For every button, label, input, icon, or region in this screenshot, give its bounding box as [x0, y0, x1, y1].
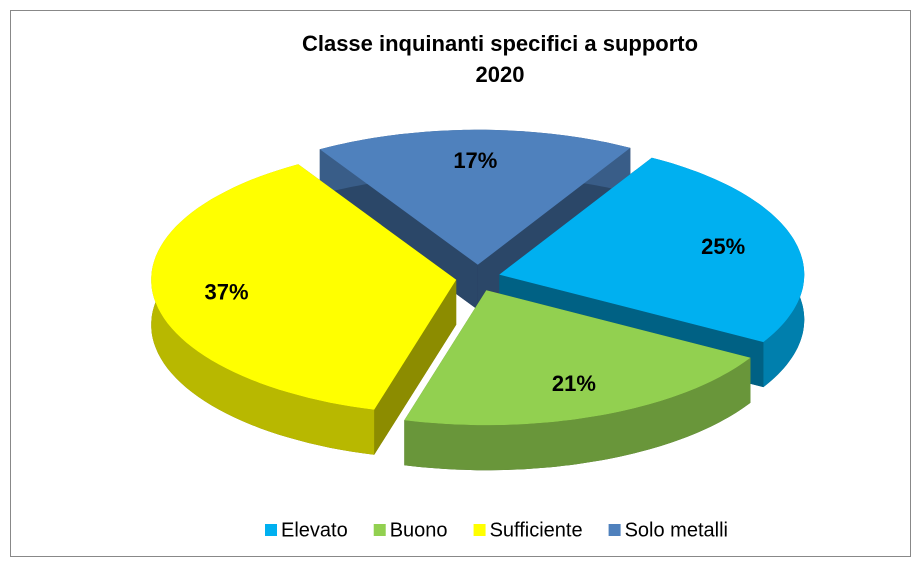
- data-label: 25%: [701, 234, 745, 259]
- legend-label: Solo metalli: [625, 519, 728, 541]
- data-label: 37%: [205, 280, 249, 305]
- legend-swatch: [373, 524, 386, 536]
- chart-subtitle: 2020: [476, 62, 525, 87]
- slice-top: [151, 164, 457, 410]
- data-label: 17%: [453, 148, 497, 173]
- data-label: 21%: [552, 371, 596, 396]
- legend-swatch: [608, 524, 621, 536]
- slice: [151, 164, 457, 455]
- legend-label: Elevato: [281, 519, 348, 541]
- slice-side: [374, 279, 457, 455]
- slice-wall: [404, 357, 751, 471]
- legend-swatch: [265, 524, 278, 536]
- legend-label: Sufficiente: [490, 519, 583, 541]
- legend-swatch: [473, 524, 486, 536]
- slice: [404, 290, 751, 471]
- slice-top: [499, 157, 805, 343]
- slice-top: [319, 129, 631, 265]
- slice-top: [404, 290, 751, 426]
- chart-title: Classe inquinanti specifici a supporto: [302, 31, 698, 56]
- legend-label: Buono: [390, 519, 448, 541]
